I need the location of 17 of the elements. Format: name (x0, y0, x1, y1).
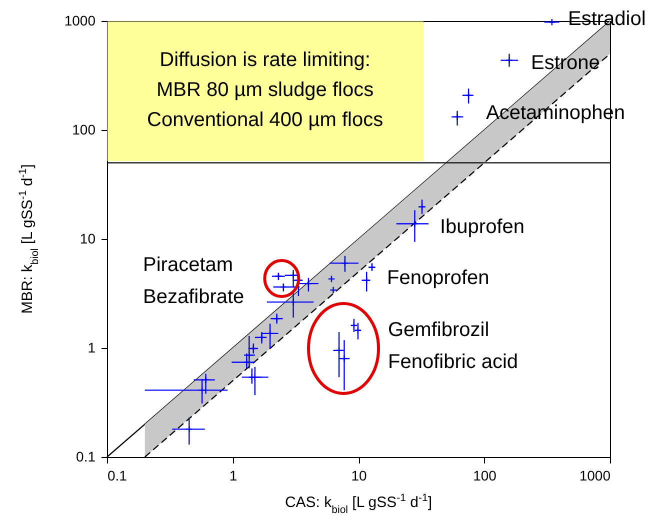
annotation: Estradiol (568, 8, 646, 30)
annotation: Gemfibrozil Fenofibric acid (388, 319, 518, 373)
x-tick-label: 1000 (579, 468, 611, 484)
annotation: Fenoprofen (387, 267, 490, 289)
x-tick-label: 1 (229, 468, 238, 484)
y-tick-label: 1000 (64, 12, 96, 28)
annotation: Diffusion is rate limiting: MBR 80 µm sludge flocs Conventional 400 µm flocs (147, 49, 384, 131)
y-tick-label: 10 (80, 230, 96, 246)
annotation: Ibuprofen (440, 216, 525, 238)
x-tick-label: 100 (473, 468, 497, 484)
y-tick-label: 1 (88, 340, 96, 356)
x-axis-title: CAS: k$_{biol}$ [L gSS$^{-1}$ d$^{-1}$] (284, 492, 432, 516)
x-tick-label: 10 (351, 468, 367, 484)
y-tick-label: 0.1 (76, 448, 96, 464)
x-tick-label: 0.1 (108, 468, 128, 484)
annotation: Piracetam Bezafibrate (143, 254, 244, 308)
y-tick-label: 100 (72, 122, 96, 138)
